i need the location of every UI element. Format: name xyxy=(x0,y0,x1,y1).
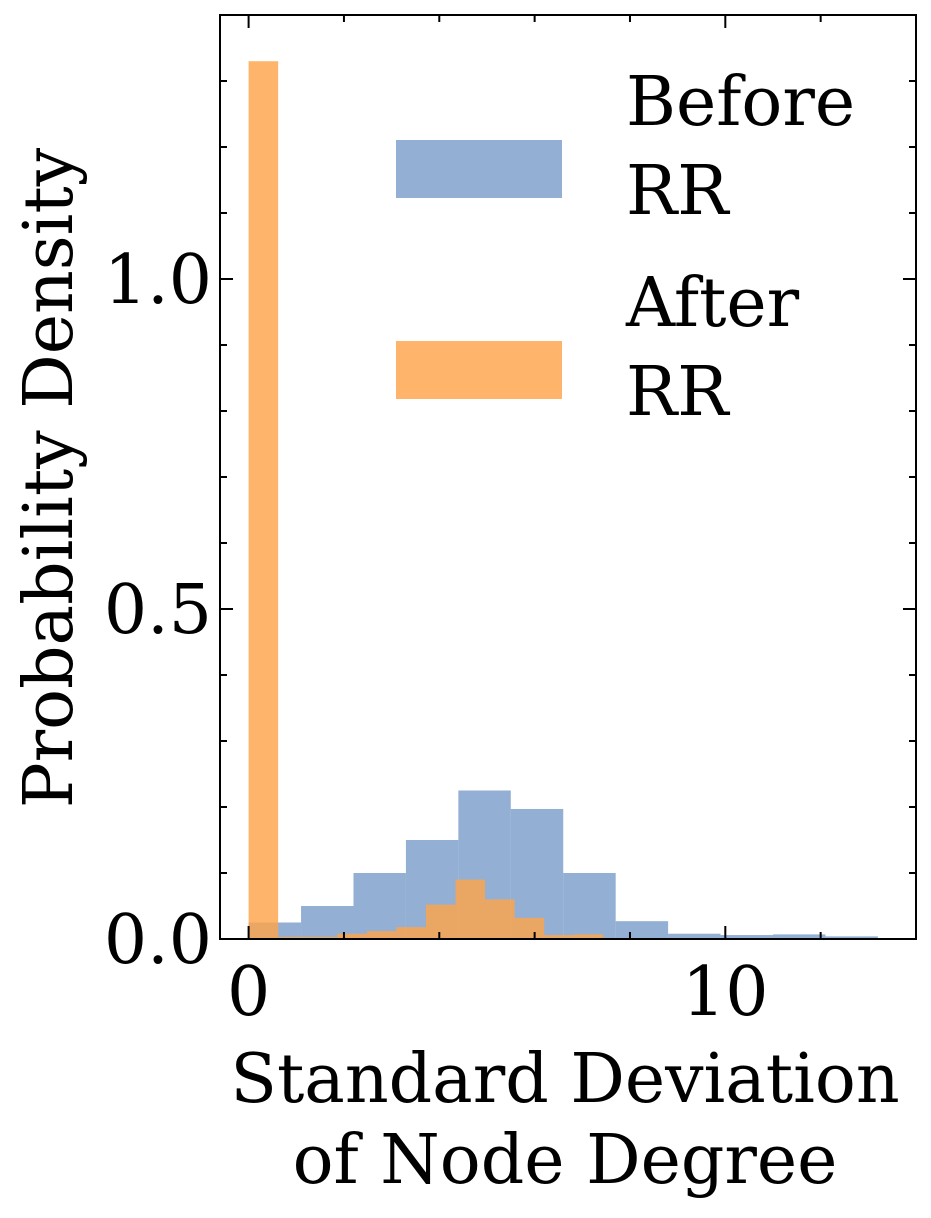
bar-after-6 xyxy=(425,904,456,939)
x-tick-label: 10 xyxy=(682,953,769,1032)
y-tick-label: 0.5 xyxy=(104,571,212,650)
bar-after-7 xyxy=(455,879,486,939)
x-axis-label-line-2: of Node Degree xyxy=(293,1121,838,1200)
bar-after-10 xyxy=(544,935,574,939)
bar-after-8 xyxy=(485,899,515,939)
bar-before-11 xyxy=(825,936,878,939)
bar-before-8 xyxy=(668,933,721,939)
legend-swatch-before xyxy=(396,140,562,198)
bar-before-9 xyxy=(720,935,773,939)
bar-before-7 xyxy=(615,921,669,939)
bar-after-3 xyxy=(337,933,367,939)
y-axis-label: Probability Density xyxy=(10,147,89,808)
series-after-rr xyxy=(248,61,604,939)
y-tick-label: 1.0 xyxy=(104,241,212,320)
legend-label-before-line-2: RR xyxy=(626,152,730,231)
plot-frame xyxy=(219,14,917,940)
legend-label-after-line-2: RR xyxy=(626,353,730,432)
bar-after-4 xyxy=(366,931,397,939)
bar-after-11 xyxy=(573,934,604,939)
legend-label-after-line-1: After xyxy=(625,264,800,343)
x-tick-label: 0 xyxy=(227,953,270,1032)
axis-ticks xyxy=(220,14,917,940)
axis-tick-labels: 0 10 0.0 0.5 1.0 xyxy=(104,241,769,1032)
series-before-rr xyxy=(248,790,878,939)
y-tick-label: 0.0 xyxy=(104,901,212,980)
bar-before-5 xyxy=(510,808,564,939)
legend-label-before-line-1: Before xyxy=(626,63,855,142)
legend: Before RR After RR xyxy=(396,63,855,432)
bar-after-0 xyxy=(248,61,279,939)
bar-before-6 xyxy=(563,873,616,939)
bar-before-10 xyxy=(772,934,826,939)
x-axis-label-line-1: Standard Deviation xyxy=(230,1040,899,1119)
legend-swatch-after xyxy=(396,341,562,399)
bar-after-9 xyxy=(514,917,545,939)
bar-after-5 xyxy=(396,927,426,939)
